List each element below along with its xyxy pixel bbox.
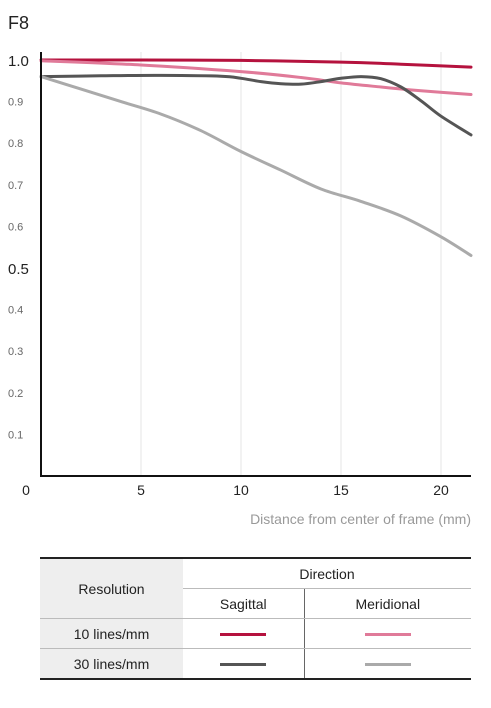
series-line-s10: [39, 58, 473, 69]
series-line-m30: [39, 75, 473, 257]
y-tick-labels: 0.1 0.2 0.3 0.4 0.5 0.6 0.7 0.8 0.9 1.0: [8, 53, 29, 441]
y-tick-label-0-1: 0.1: [8, 429, 23, 441]
x-axis-label: Distance from center of frame (mm): [250, 511, 471, 527]
mtf-chart: F8 0.1 0.2 0.3 0.4 0.5 0.6 0.7 0.8 0.9 1.0 0 5 10 15…: [8, 13, 473, 527]
grid-lines: [140, 52, 442, 476]
x-tick-label-20: 20: [433, 482, 449, 498]
x-tick-label-0: 0: [22, 482, 30, 498]
x-tick-label-5: 5: [137, 482, 145, 498]
x-tick-label-15: 15: [333, 482, 349, 498]
sagittal-header: Sagittal: [183, 588, 305, 619]
chart-title: F8: [8, 13, 29, 33]
series-line-m10: [39, 59, 473, 96]
direction-header: Direction: [183, 557, 471, 589]
y-tick-label-0-6: 0.6: [8, 221, 23, 233]
row-label-10: 10 lines/mm: [40, 618, 183, 649]
y-tick-label-0-5: 0.5: [8, 261, 29, 278]
y-tick-label-0-2: 0.2: [8, 388, 23, 400]
swatch-30-meridional: [364, 663, 411, 667]
axes: [40, 52, 471, 477]
legend-table: Resolution Direction Sagittal Meridional…: [40, 557, 471, 680]
swatch-cell-10-meridional: [304, 618, 471, 649]
resolution-header: Resolution: [40, 557, 183, 619]
meridional-header: Meridional: [304, 588, 471, 619]
y-tick-label-0-8: 0.8: [8, 138, 23, 150]
swatch-cell-10-sagittal: [183, 618, 305, 649]
y-tick-label-0-4: 0.4: [8, 305, 23, 317]
swatch-cell-30-meridional: [304, 648, 471, 680]
y-tick-label-0-9: 0.9: [8, 97, 23, 109]
y-tick-label-0-7: 0.7: [8, 180, 23, 192]
swatch-10-meridional: [364, 633, 411, 637]
swatch-10-sagittal: [220, 633, 267, 637]
y-tick-label-0-3: 0.3: [8, 346, 23, 358]
series-line-s30: [39, 73, 473, 137]
y-tick-label-1: 1.0: [8, 53, 29, 70]
swatch-30-sagittal: [220, 663, 267, 667]
swatch-cell-30-sagittal: [183, 648, 305, 680]
x-tick-labels: 0 5 10 15 20: [22, 482, 449, 498]
series-lines: [39, 58, 473, 257]
x-tick-label-10: 10: [233, 482, 249, 498]
row-label-30: 30 lines/mm: [40, 648, 183, 680]
